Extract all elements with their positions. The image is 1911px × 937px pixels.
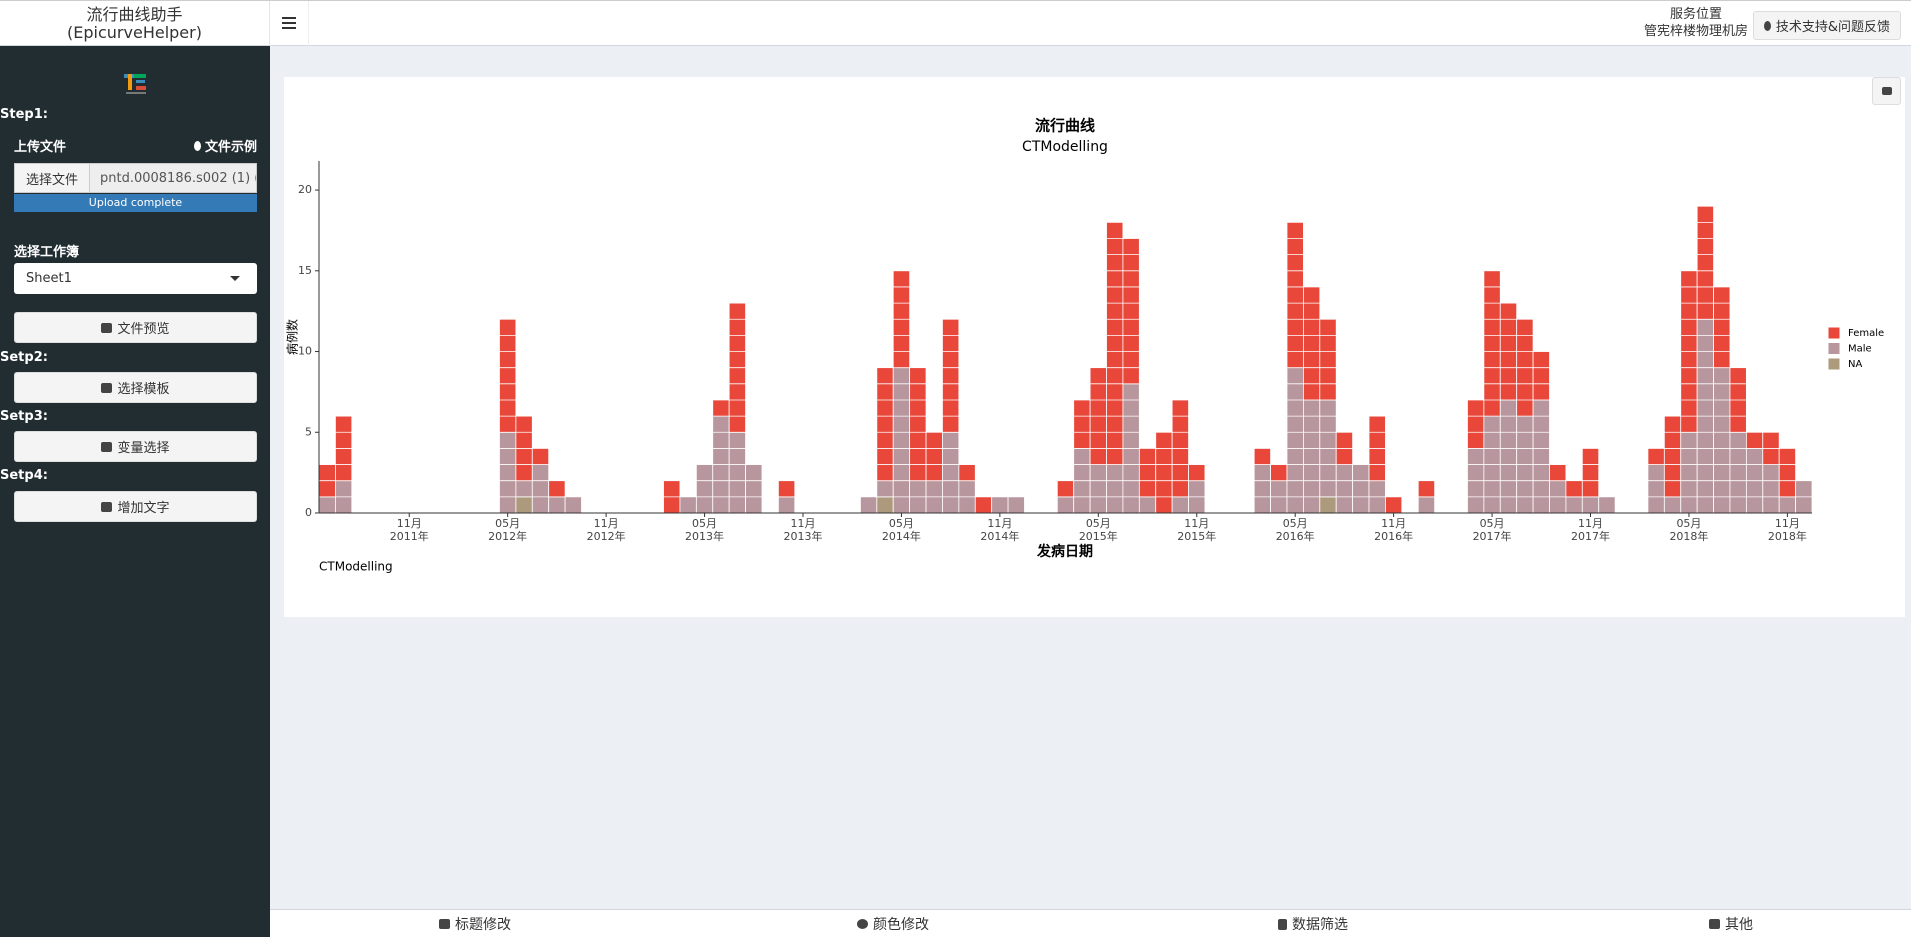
file-button[interactable]: 选择文件: [15, 164, 90, 192]
tab[interactable]: 颜色修改: [857, 914, 929, 934]
tab-label: 颜色修改: [873, 917, 929, 933]
logo: [124, 74, 146, 94]
support-button[interactable]: 技术支持&问题反馈: [1753, 11, 1901, 40]
tab-label: 标题修改: [455, 917, 511, 933]
header: 流行曲线助手 (EpicurveHelper) 服务位置 管宪梓楼物理机房 技术…: [0, 0, 1911, 47]
menu-toggle[interactable]: [282, 17, 296, 29]
service-info: 服务位置 管宪梓楼物理机房: [1644, 6, 1748, 40]
step-label: Setp4:: [0, 468, 48, 483]
example-link[interactable]: 文件示例: [193, 136, 257, 155]
upload-label: 上传文件: [14, 140, 67, 155]
service-location: 管宪梓楼物理机房: [1643, 24, 1748, 39]
app-subtitle: (EpicurveHelper): [67, 23, 202, 42]
file-name: pntd.0008186.s002 (1) (1): [90, 164, 256, 192]
tab-label: 其他: [1725, 917, 1753, 933]
upload-progress: Upload complete: [14, 194, 257, 212]
variable-button-label: 变量选择: [117, 441, 170, 456]
step-label: Setp3:: [0, 409, 48, 424]
text-button[interactable]: 增加文字: [14, 491, 257, 522]
sheet-label: 选择工作簿: [14, 245, 80, 260]
variable-button[interactable]: 变量选择: [14, 431, 257, 462]
text-button-label: 增加文字: [117, 501, 170, 516]
tab-label: 数据筛选: [1292, 917, 1348, 933]
preview-button[interactable]: 文件预览: [14, 312, 257, 343]
step-label: Setp2:: [0, 350, 48, 365]
sheet-value: Sheet1: [26, 271, 72, 286]
tab[interactable]: 数据筛选: [1278, 914, 1348, 934]
sheet-select[interactable]: Sheet1: [14, 263, 257, 294]
brand: 流行曲线助手 (EpicurveHelper): [0, 1, 270, 47]
service-label: 服务位置: [1669, 7, 1722, 22]
sidebar: Step1: 上传文件 文件示例 选择文件 pntd.0008186.s002 …: [0, 46, 270, 937]
example-link-label: 文件示例: [204, 140, 257, 155]
template-button[interactable]: 选择模板: [14, 372, 257, 403]
bottom-tabs: 标题修改 颜色修改 数据筛选 其他: [270, 909, 1911, 937]
support-button-label: 技术支持&问题反馈: [1775, 20, 1891, 35]
divider: [308, 1, 309, 46]
tab[interactable]: 标题修改: [439, 914, 511, 934]
app-title: 流行曲线助手: [86, 5, 183, 24]
file-input: 选择文件 pntd.0008186.s002 (1) (1): [14, 163, 257, 193]
template-button-label: 选择模板: [117, 382, 170, 397]
download-button[interactable]: [1872, 77, 1901, 105]
step-label: Step1:: [0, 107, 48, 122]
tab[interactable]: 其他: [1709, 914, 1753, 934]
chart-card: [284, 77, 1905, 617]
preview-button-label: 文件预览: [117, 322, 170, 337]
